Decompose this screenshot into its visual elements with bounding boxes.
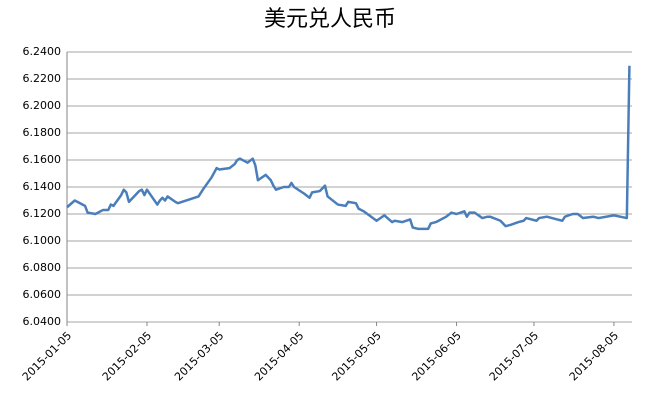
x-tick-label: 2015-04-05 bbox=[252, 329, 306, 383]
x-tick-label: 2015-06-05 bbox=[409, 329, 463, 383]
y-tick-label: 6.2200 bbox=[23, 72, 62, 85]
x-tick-label: 2015-02-05 bbox=[100, 329, 154, 383]
y-tick-label: 6.2000 bbox=[23, 99, 62, 112]
y-tick-label: 6.1000 bbox=[23, 234, 62, 247]
y-tick-label: 6.0800 bbox=[23, 261, 62, 274]
chart-title: 美元兑人民币 bbox=[264, 7, 396, 32]
x-tick-label: 2015-05-05 bbox=[329, 329, 383, 383]
x-tick-label: 2015-01-05 bbox=[20, 329, 74, 383]
y-tick-label: 6.1800 bbox=[23, 126, 62, 139]
y-tick-label: 6.0400 bbox=[23, 315, 62, 328]
y-tick-label: 6.2400 bbox=[23, 45, 62, 58]
y-tick-label: 6.0600 bbox=[23, 288, 62, 301]
y-tick-label: 6.1400 bbox=[23, 180, 62, 193]
x-tick-label: 2015-03-05 bbox=[172, 329, 226, 383]
x-tick-label: 2015-08-05 bbox=[567, 329, 621, 383]
x-tick-label: 2015-07-05 bbox=[487, 329, 541, 383]
y-tick-label: 6.1600 bbox=[23, 153, 62, 166]
line-series bbox=[66, 65, 631, 231]
y-tick-label: 6.1200 bbox=[23, 207, 62, 220]
